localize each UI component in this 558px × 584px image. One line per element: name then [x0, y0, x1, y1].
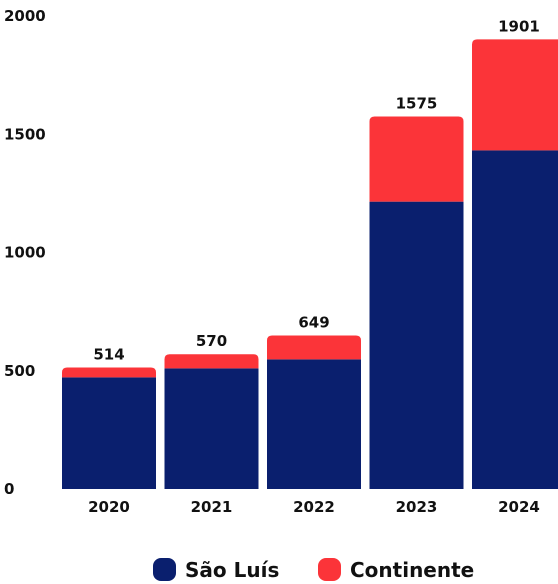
bar-2022-sao-luis	[267, 359, 361, 489]
bar-2022-continente	[267, 335, 361, 360]
legend-item-1: Continente	[318, 558, 474, 582]
x-tick-label: 2023	[396, 498, 438, 516]
bar-2021-continente	[164, 354, 259, 369]
bar-2023-sao-luis	[369, 201, 464, 489]
bar-total-label: 1575	[396, 95, 438, 113]
bar-total-label: 514	[93, 345, 124, 363]
y-tick-label: 1500	[4, 125, 46, 143]
bar-2020-sao-luis	[62, 377, 156, 489]
legend: São Luís Continente	[153, 558, 474, 582]
legend-swatch	[318, 558, 341, 581]
legend-swatch	[153, 558, 176, 581]
y-tick-label: 2000	[4, 7, 46, 25]
bar-total-label: 1901	[498, 17, 540, 35]
bar-total-label: 649	[298, 314, 329, 332]
bar-total-label: 570	[196, 332, 227, 350]
y-tick-label: 0	[4, 480, 14, 498]
legend-item-0: São Luís	[153, 558, 279, 582]
bar-2020-continente	[62, 367, 156, 378]
legend-label: São Luís	[185, 558, 279, 582]
x-tick-label: 2020	[88, 498, 130, 516]
y-tick-label: 1000	[4, 244, 46, 262]
bar-2021-sao-luis	[164, 368, 259, 489]
y-tick-label: 500	[4, 362, 35, 380]
bars	[62, 39, 558, 489]
x-tick-label: 2021	[191, 498, 233, 516]
bar-2023-continente	[369, 116, 464, 202]
x-axis: 2020 2021 2022 2023 2024	[88, 498, 540, 516]
x-tick-label: 2022	[293, 498, 335, 516]
total-labels: 514 570 649 1575 1901	[93, 17, 540, 363]
bar-2024-continente	[472, 39, 558, 151]
x-tick-label: 2024	[498, 498, 540, 516]
bar-2024-sao-luis	[472, 150, 558, 489]
legend-label: Continente	[350, 558, 474, 582]
y-axis: 0 500 1000 1500 2000	[4, 7, 46, 498]
